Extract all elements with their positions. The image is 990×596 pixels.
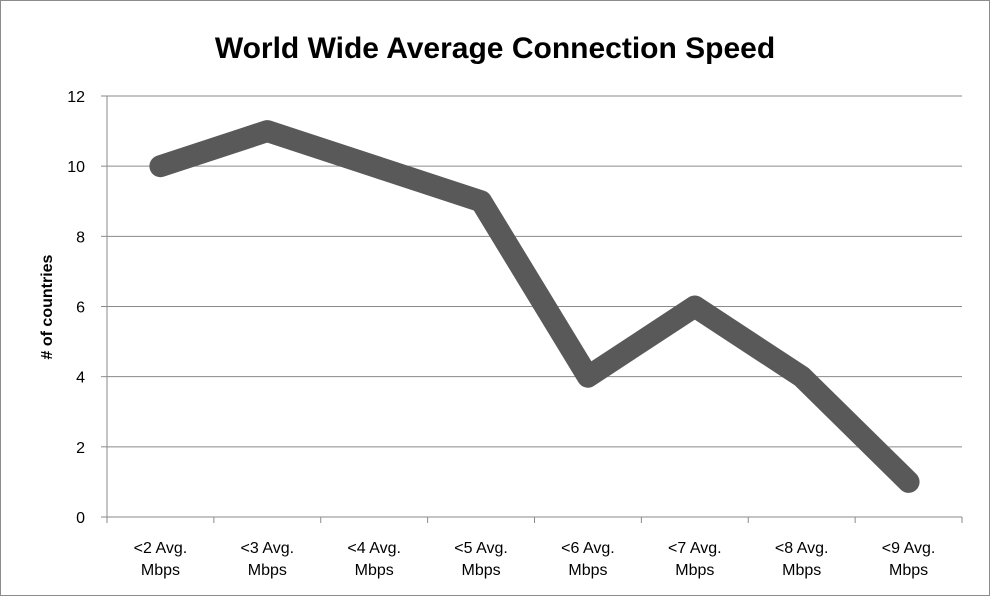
axes: [101, 95, 963, 523]
y-tick-label: 0: [76, 510, 85, 527]
y-tick-label: 2: [76, 440, 85, 457]
data-point: [373, 165, 376, 168]
x-tick-label: <3 Avg. Mbps: [241, 540, 295, 579]
y-tick-labels: 0 2 4 6 8 10 12: [67, 89, 85, 527]
data-point: [800, 375, 803, 378]
x-tick-label: <5 Avg. Mbps: [454, 540, 508, 579]
y-axis-label: # of countries: [39, 254, 56, 359]
y-tick-label: 4: [76, 370, 85, 387]
chart-title: World Wide Average Connection Speed: [215, 32, 775, 65]
x-tick-label: <6 Avg. Mbps: [561, 540, 615, 579]
x-tick-label: <7 Avg. Mbps: [668, 540, 722, 579]
x-tick-label: <2 Avg. Mbps: [134, 540, 188, 579]
series-line: [149, 120, 920, 493]
series-layer: [149, 120, 920, 493]
y-tick-label: 8: [76, 229, 85, 246]
data-point: [586, 375, 589, 378]
y-tick-label: 12: [67, 89, 85, 106]
x-tick-label: <4 Avg. Mbps: [347, 540, 401, 579]
data-point: [266, 130, 269, 133]
gridlines: [107, 95, 962, 448]
data-point: [480, 200, 483, 203]
data-point: [907, 480, 910, 483]
x-tick-label: <8 Avg. Mbps: [775, 540, 829, 579]
y-tick-label: 10: [67, 159, 85, 176]
y-tick-label: 6: [76, 300, 85, 317]
x-tick-label: <9 Avg. Mbps: [882, 540, 936, 579]
data-point: [159, 165, 162, 168]
data-point: [693, 305, 696, 308]
x-tick-labels: <2 Avg. Mbps <3 Avg. Mbps <4 Avg. Mbps <5 Avg.…: [134, 540, 936, 579]
